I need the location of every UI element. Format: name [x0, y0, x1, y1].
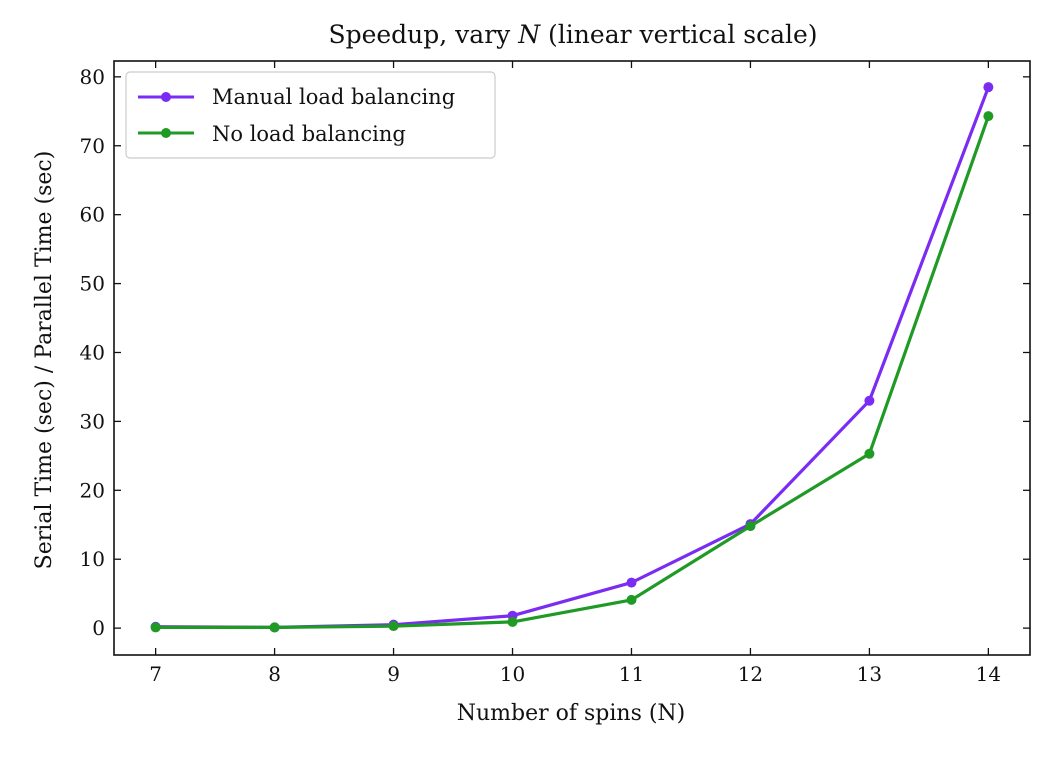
x-tick-label-10: 10: [500, 662, 525, 686]
y-tick-label-20: 20: [80, 478, 105, 502]
y-tick-label-40: 40: [80, 340, 105, 364]
legend-frame: [125, 71, 496, 159]
y-axis-label: Serial Time (sec) / Parallel Time (sec): [32, 151, 57, 570]
legend: Manual load balancing No load balancing: [125, 71, 496, 159]
x-tick-label-12: 12: [738, 662, 763, 686]
data-point-1-6: [864, 448, 875, 459]
legend-marker-manual: [161, 92, 171, 102]
legend-label-manual: Manual load balancing: [212, 85, 455, 109]
y-tick-label-70: 70: [80, 134, 105, 158]
data-point-1-1: [269, 622, 280, 633]
x-tick-label-14: 14: [976, 662, 1001, 686]
plot-frame: [113, 60, 1031, 656]
x-tick-label-7: 7: [149, 662, 162, 686]
chart-title: Speedup, vary N (linear vertical scale): [328, 20, 817, 49]
data-point-1-0: [150, 622, 161, 633]
data-point-1-7: [983, 111, 994, 122]
x-axis-label: Number of spins (N): [457, 701, 686, 726]
x-tick-label-13: 13: [857, 662, 882, 686]
data-point-1-5: [745, 521, 756, 532]
y-tick-label-80: 80: [80, 65, 105, 89]
data-point-1-3: [507, 616, 518, 627]
data-point-1-2: [388, 621, 399, 632]
x-tick-label-11: 11: [619, 662, 644, 686]
legend-label-no-balancing: No load balancing: [212, 122, 406, 146]
x-tick-label-9: 9: [387, 662, 400, 686]
y-tick-label-30: 30: [80, 409, 105, 433]
y-tick-label-60: 60: [80, 203, 105, 227]
data-point-0-6: [864, 395, 875, 406]
x-tick-label-8: 8: [268, 662, 281, 686]
y-tick-label-10: 10: [80, 547, 105, 571]
plot-area: 7 8 9 10 11 12 13 14 0 10 20 30 40 50 60 70 80: [80, 60, 1031, 686]
series-line-1: [154, 114, 991, 630]
data-point-0-7: [983, 82, 994, 93]
y-tick-label-0: 0: [92, 616, 105, 640]
data-point-1-4: [626, 594, 637, 605]
data-point-0-4: [626, 577, 637, 588]
y-tick-label-50: 50: [80, 272, 105, 296]
legend-marker-no-balancing: [161, 128, 171, 138]
